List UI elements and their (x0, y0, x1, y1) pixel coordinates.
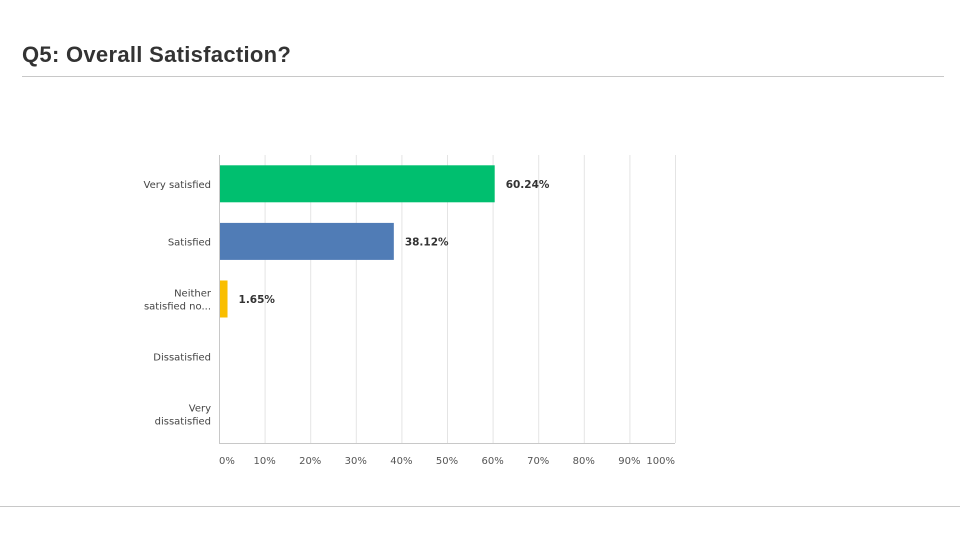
category-label: Very (189, 404, 211, 415)
value-label: 1.65% (239, 294, 276, 306)
category-label: dissatisfied (155, 417, 211, 428)
x-tick-label: 80% (573, 456, 595, 467)
value-label: 60.24% (506, 179, 550, 191)
slide-title: Q5: Overall Satisfaction? (22, 42, 292, 67)
category-label: Neither (174, 289, 212, 300)
x-tick-label: 60% (481, 456, 503, 467)
x-tick-label: 90% (618, 456, 640, 467)
category-label: satisfied no... (144, 302, 211, 313)
category-label: Satisfied (168, 237, 211, 248)
category-label: Very satisfied (144, 180, 211, 191)
bar-2 (220, 280, 228, 318)
category-label: Dissatisfied (153, 353, 211, 364)
x-tick-label: 20% (299, 456, 321, 467)
footer-divider (0, 506, 960, 507)
x-tick-label: 70% (527, 456, 549, 467)
x-tick-label: 100% (646, 456, 675, 467)
title-divider (22, 76, 944, 77)
bar-0 (220, 165, 495, 203)
x-tick-label: 50% (436, 456, 458, 467)
x-tick-label: 40% (390, 456, 412, 467)
x-tick-label: 0% (219, 456, 235, 467)
bar-1 (220, 222, 394, 260)
value-label: 38.12% (405, 236, 449, 248)
x-tick-label: 10% (253, 456, 275, 467)
x-tick-label: 30% (345, 456, 367, 467)
